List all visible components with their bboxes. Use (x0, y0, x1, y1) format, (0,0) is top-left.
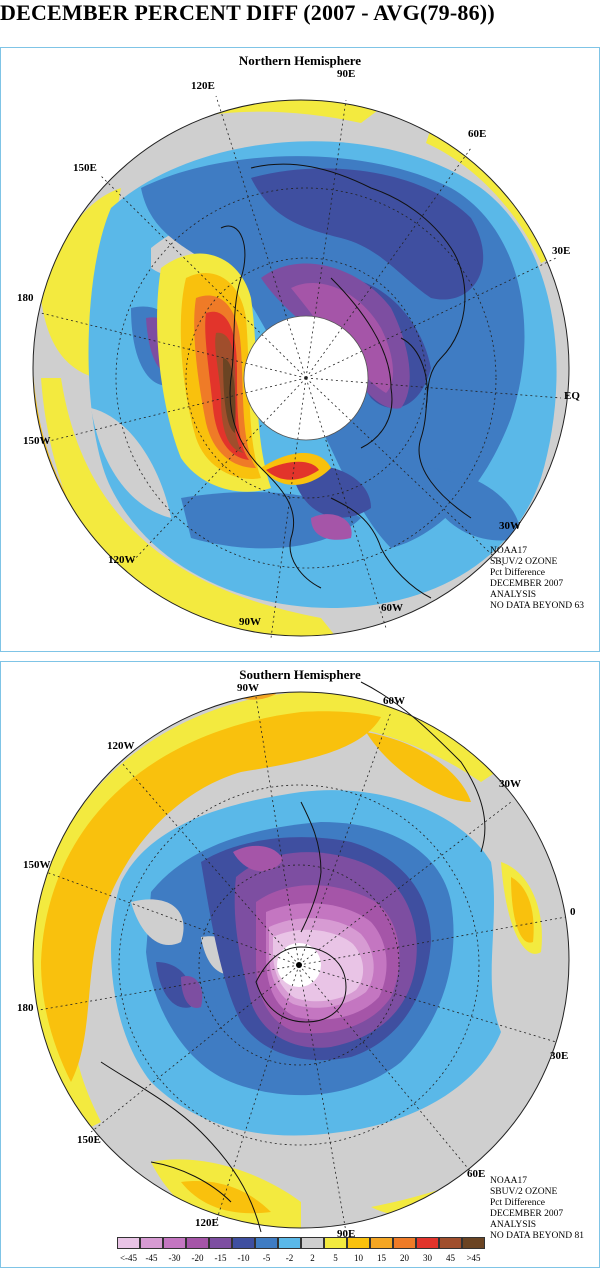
longitude-label: 120W (108, 554, 136, 566)
note-line: DECEMBER 2007 (490, 579, 564, 589)
longitude-label: 30E (550, 1050, 569, 1062)
color-bar-swatch (416, 1237, 439, 1249)
color-bar-swatch (393, 1237, 416, 1249)
color-bar-label: -45 (145, 1253, 158, 1263)
color-bar-label: -20 (191, 1253, 204, 1263)
color-bar-swatch (462, 1237, 485, 1249)
longitude-label: 60W (381, 602, 403, 614)
color-bar-label: >45 (466, 1253, 481, 1263)
color-bar-label: -2 (285, 1253, 294, 1263)
longitude-label: 180 (17, 292, 34, 304)
note-line: NOAA17 (490, 1176, 527, 1186)
longitude-label: 60W (383, 695, 405, 707)
color-bar-swatch (301, 1237, 324, 1249)
southern-hemisphere-map (32, 681, 570, 1233)
color-bar-swatch (439, 1237, 462, 1249)
color-bar-label: 10 (354, 1253, 363, 1263)
color-bar-label: 30 (423, 1253, 432, 1263)
color-bar-swatch (324, 1237, 347, 1249)
coastlines (220, 163, 472, 599)
coastlines (100, 681, 486, 1233)
longitude-label: 30W (499, 778, 521, 790)
color-bar-label: 45 (446, 1253, 455, 1263)
longitude-label: EQ (564, 390, 580, 402)
longitude-label: 180 (17, 1002, 34, 1014)
color-bar-label: <-45 (119, 1253, 138, 1263)
analysis-notes: NOAA17 SBUV/2 OZONE Pct Difference DECEM… (490, 1176, 584, 1242)
color-bar-swatch (278, 1237, 301, 1249)
note-line: DECEMBER 2007 (490, 1209, 564, 1219)
longitude-label: 90W (239, 616, 261, 628)
southern-hemisphere-heading: Southern Hemisphere (239, 667, 361, 682)
note-line: SBUV/2 OZONE (490, 1187, 558, 1197)
graticule-lines (40, 95, 562, 639)
page-title: DECEMBER PERCENT DIFF (2007 - AVG(79-86)… (0, 0, 495, 25)
northern-hemisphere-map (32, 95, 570, 639)
longitude-label: 120E (195, 1217, 219, 1229)
graticule-lines (38, 696, 567, 1233)
color-bar-label: -10 (237, 1253, 250, 1263)
color-bar-swatch (370, 1237, 393, 1249)
longitude-label: 150E (77, 1134, 101, 1146)
color-bar-swatch (347, 1237, 370, 1249)
longitude-label: 90E (337, 68, 356, 80)
note-line: NOAA17 (490, 546, 527, 556)
northern-hemisphere-panel: Northern Hemisphere 90E 60E 30E EQ 30W 6… (0, 47, 600, 652)
note-line: SBUV/2 OZONE (490, 557, 558, 567)
southern-hemisphere-panel: Southern Hemisphere 90W 60W 30W 0 30E 60… (0, 661, 600, 1268)
color-bar-label: -30 (168, 1253, 181, 1263)
color-bar-label: 5 (333, 1253, 338, 1263)
color-bar-label: -15 (214, 1253, 227, 1263)
longitude-label: 60E (467, 1168, 486, 1180)
analysis-notes: NOAA17 SBUV/2 OZONE Pct Difference DECEM… (490, 546, 584, 612)
longitude-label: 120W (107, 740, 135, 752)
longitude-label: 30W (499, 520, 521, 532)
northern-hemisphere-heading: Northern Hemisphere (238, 53, 362, 68)
color-bar-swatch (140, 1237, 163, 1249)
note-line: Pct Difference (490, 1198, 545, 1208)
longitude-label: 150W (23, 859, 51, 871)
note-line: ANALYSIS (490, 590, 537, 600)
color-bar-swatch (255, 1237, 278, 1249)
color-bar-swatch (186, 1237, 209, 1249)
color-bar-swatch (117, 1237, 140, 1249)
color-bar-swatch (232, 1237, 255, 1249)
color-bar-label: 15 (377, 1253, 386, 1263)
note-line: ANALYSIS (490, 1220, 537, 1230)
color-bar-swatch (209, 1237, 232, 1249)
longitude-label: 90W (237, 682, 259, 694)
longitude-label: 150E (73, 162, 97, 174)
longitude-label: 60E (468, 128, 487, 140)
color-bar-swatch (163, 1237, 186, 1249)
note-line: NO DATA BEYOND 81 (490, 1231, 584, 1241)
color-bar-label: 20 (400, 1253, 409, 1263)
color-bar-label: 2 (310, 1253, 315, 1263)
longitude-label: 0 (570, 906, 576, 918)
note-line: Pct Difference (490, 568, 545, 578)
longitude-label: 150W (23, 435, 51, 447)
longitude-label: 120E (191, 80, 215, 92)
note-line: NO DATA BEYOND 63 (490, 601, 584, 611)
longitude-label: 30E (552, 245, 571, 257)
color-bar-label: -5 (262, 1253, 271, 1263)
